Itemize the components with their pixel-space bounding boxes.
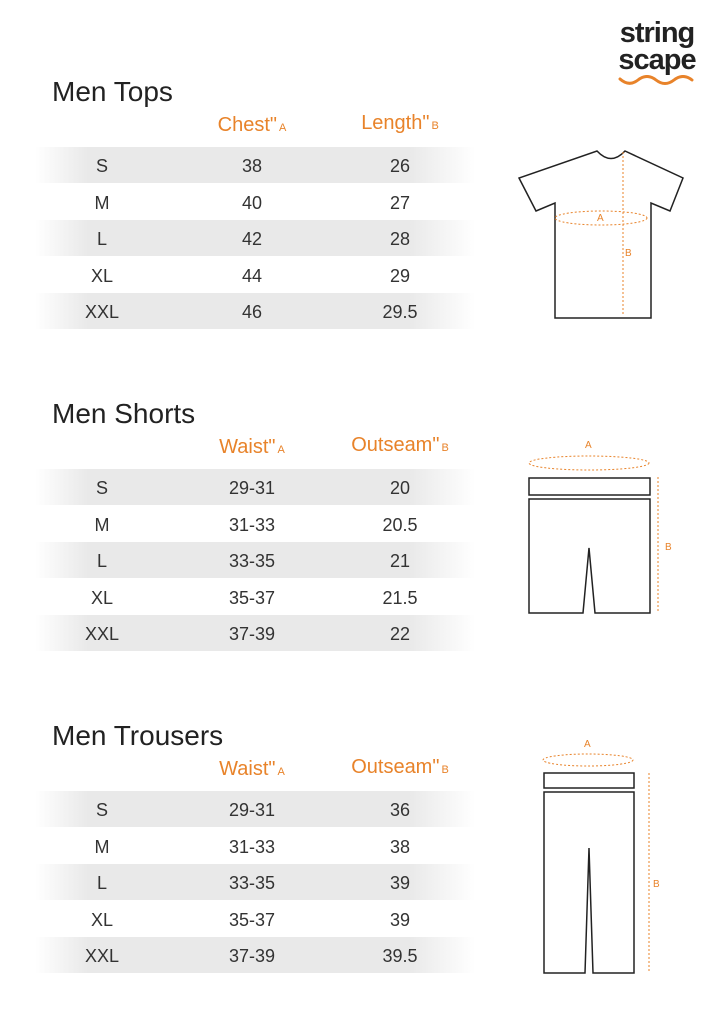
size-cell: M bbox=[94, 836, 110, 857]
svg-text:A: A bbox=[597, 213, 604, 224]
svg-text:B: B bbox=[653, 879, 660, 890]
table-row: M 40 27 bbox=[35, 184, 475, 220]
measure-a-cell: 29-31 bbox=[228, 478, 276, 498]
measure-a-cell: 35-37 bbox=[228, 909, 276, 930]
size-cell: XL bbox=[90, 265, 114, 286]
measure-a-cell: 31-33 bbox=[228, 836, 276, 857]
svg-text:B: B bbox=[665, 542, 672, 553]
measure-a-cell: 33-35 bbox=[228, 551, 276, 572]
table-row: S 29-31 20 bbox=[35, 469, 475, 505]
measure-b-cell: 29.5 bbox=[382, 302, 418, 323]
table-row: M 31-33 20.5 bbox=[35, 506, 475, 542]
measure-b-cell: 39 bbox=[389, 909, 411, 930]
measure-b-cell: 39 bbox=[389, 873, 411, 894]
size-cell: L bbox=[96, 873, 107, 894]
table-row: XXL 46 29.5 bbox=[35, 293, 475, 330]
size-cell: M bbox=[94, 514, 110, 535]
measure-a-cell: 37-39 bbox=[228, 946, 276, 967]
shorts-diagram-icon: A B bbox=[528, 440, 672, 614]
header-mark: A bbox=[277, 444, 285, 456]
size-cell: S bbox=[95, 800, 108, 820]
size-cell: XXL bbox=[84, 302, 120, 323]
measure-a-cell: 29-31 bbox=[228, 800, 276, 820]
measure-b-cell: 21.5 bbox=[382, 587, 418, 608]
size-cell: XXL bbox=[84, 624, 120, 645]
table-row: XXL 37-39 22 bbox=[35, 615, 475, 652]
brand-logo: string scape bbox=[612, 17, 702, 92]
column-header-b: Outseam" B bbox=[320, 756, 480, 779]
size-cell: L bbox=[96, 551, 107, 572]
table-row: M 31-33 38 bbox=[35, 828, 475, 864]
header-label: Waist" bbox=[219, 758, 276, 780]
size-cell: M bbox=[94, 192, 110, 213]
trousers-diagram-icon: A B bbox=[542, 739, 660, 974]
table-row: S 29-31 36 bbox=[35, 791, 475, 827]
measure-b-cell: 21 bbox=[389, 551, 411, 572]
measure-b-cell: 20.5 bbox=[382, 514, 418, 535]
measure-a-cell: 46 bbox=[241, 302, 263, 323]
measure-a-cell: 35-37 bbox=[228, 587, 276, 608]
wave-icon bbox=[618, 75, 694, 85]
column-header-a: Waist" A bbox=[172, 758, 332, 781]
table-row: XL 44 29 bbox=[35, 257, 475, 293]
size-cell: XXL bbox=[84, 946, 120, 967]
table-row: XXL 37-39 39.5 bbox=[35, 937, 475, 974]
measure-a-cell: 40 bbox=[241, 192, 263, 213]
table-row: S 38 26 bbox=[35, 147, 475, 183]
size-cell: XL bbox=[90, 909, 114, 930]
column-header-b: Length" B bbox=[320, 112, 480, 135]
header-mark: B bbox=[431, 120, 439, 132]
header-label: Outseam" bbox=[351, 434, 440, 456]
header-label: Chest" bbox=[217, 114, 277, 136]
size-table-men-shorts: Men Shorts Waist" A Outseam" B S 29-31 20 … bbox=[0, 398, 723, 688]
column-header-a: Waist" A bbox=[172, 436, 332, 459]
measure-b-cell: 26 bbox=[389, 156, 411, 176]
t-shirt-diagram-icon: A B bbox=[517, 150, 684, 319]
section-title: Men Trousers bbox=[52, 720, 224, 751]
measure-b-cell: 29 bbox=[389, 265, 411, 286]
table-row: L 33-35 21 bbox=[35, 542, 475, 579]
header-label: Outseam" bbox=[351, 756, 440, 778]
measure-b-cell: 38 bbox=[389, 836, 411, 857]
measure-a-cell: 31-33 bbox=[228, 514, 276, 535]
size-cell: S bbox=[95, 478, 108, 498]
size-cell: XL bbox=[90, 587, 114, 608]
header-label: Length" bbox=[361, 112, 430, 134]
size-cell: L bbox=[96, 229, 107, 250]
svg-text:A: A bbox=[584, 739, 591, 750]
svg-text:B: B bbox=[625, 248, 632, 259]
logo-line1: string bbox=[619, 17, 696, 49]
section-title: Men Shorts bbox=[52, 398, 196, 429]
measure-a-cell: 33-35 bbox=[228, 873, 276, 894]
measure-b-cell: 28 bbox=[389, 229, 411, 250]
measure-b-cell: 36 bbox=[389, 800, 411, 820]
measure-b-cell: 39.5 bbox=[382, 946, 418, 967]
size-cell: S bbox=[95, 156, 108, 176]
size-table-men-trousers: Men Trousers Waist" A Outseam" B S 29-31 3… bbox=[0, 720, 723, 1010]
table-row: L 42 28 bbox=[35, 220, 475, 257]
measure-a-cell: 38 bbox=[241, 156, 263, 176]
header-mark: B bbox=[441, 764, 449, 776]
table-row: XL 35-37 39 bbox=[35, 901, 475, 937]
header-mark: A bbox=[277, 766, 285, 778]
measure-a-cell: 42 bbox=[241, 229, 263, 250]
size-table-men-tops: Men Tops Chest" A Length" B S 38 26 M 40 2… bbox=[0, 76, 723, 366]
header-mark: B bbox=[441, 442, 449, 454]
measure-b-cell: 27 bbox=[389, 192, 411, 213]
table-row: XL 35-37 21.5 bbox=[35, 579, 475, 615]
header-label: Waist" bbox=[219, 436, 276, 458]
column-header-b: Outseam" B bbox=[320, 434, 480, 457]
measure-b-cell: 22 bbox=[389, 624, 411, 645]
table-row: L 33-35 39 bbox=[35, 864, 475, 901]
measure-a-cell: 37-39 bbox=[228, 624, 276, 645]
measure-b-cell: 20 bbox=[389, 478, 411, 498]
column-header-a: Chest" A bbox=[172, 114, 332, 137]
section-title: Men Tops bbox=[52, 76, 173, 107]
logo-line2: scape bbox=[618, 44, 696, 76]
header-mark: A bbox=[279, 122, 287, 134]
measure-a-cell: 44 bbox=[241, 265, 263, 286]
svg-text:A: A bbox=[585, 440, 592, 451]
